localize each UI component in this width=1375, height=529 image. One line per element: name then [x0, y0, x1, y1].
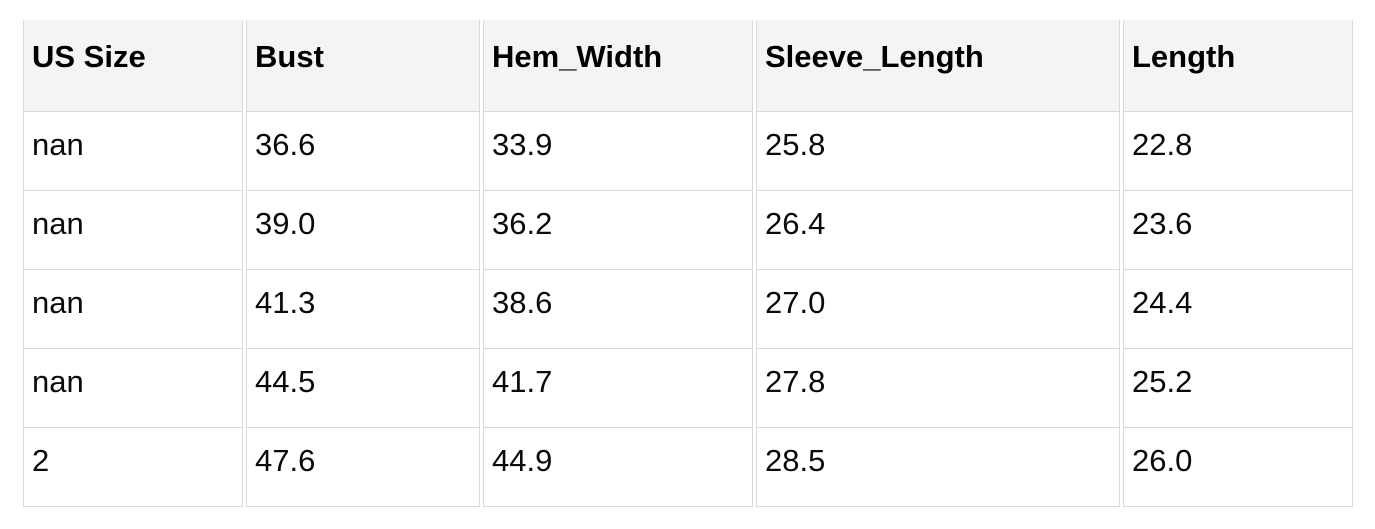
size-chart-table: US Size Bust Hem_Width Sleeve_Length Len… — [20, 20, 1356, 507]
table-cell: 2 — [23, 428, 243, 507]
table-row: nan 44.5 41.7 27.8 25.2 — [23, 349, 1353, 428]
table-cell: 36.6 — [246, 112, 480, 191]
table-cell: nan — [23, 112, 243, 191]
table-body: nan 36.6 33.9 25.8 22.8 nan 39.0 36.2 26… — [23, 112, 1353, 507]
table-row: nan 39.0 36.2 26.4 23.6 — [23, 191, 1353, 270]
table-cell: 41.3 — [246, 270, 480, 349]
table-cell: 27.8 — [756, 349, 1120, 428]
table-cell: 26.4 — [756, 191, 1120, 270]
table-header: US Size Bust Hem_Width Sleeve_Length Len… — [23, 20, 1353, 112]
column-header-sleeve-length: Sleeve_Length — [756, 20, 1120, 112]
column-header-bust: Bust — [246, 20, 480, 112]
table-cell: 26.0 — [1123, 428, 1353, 507]
table-cell: 23.6 — [1123, 191, 1353, 270]
table-cell: 25.8 — [756, 112, 1120, 191]
header-row: US Size Bust Hem_Width Sleeve_Length Len… — [23, 20, 1353, 112]
table-cell: 41.7 — [483, 349, 753, 428]
table-cell: 39.0 — [246, 191, 480, 270]
table-cell: 25.2 — [1123, 349, 1353, 428]
table-cell: 36.2 — [483, 191, 753, 270]
table-cell: 24.4 — [1123, 270, 1353, 349]
column-header-length: Length — [1123, 20, 1353, 112]
table-cell: 44.5 — [246, 349, 480, 428]
table-cell: nan — [23, 270, 243, 349]
table-cell: 44.9 — [483, 428, 753, 507]
table-cell: 38.6 — [483, 270, 753, 349]
table-cell: 22.8 — [1123, 112, 1353, 191]
table-row: nan 41.3 38.6 27.0 24.4 — [23, 270, 1353, 349]
table-cell: 28.5 — [756, 428, 1120, 507]
column-header-hem-width: Hem_Width — [483, 20, 753, 112]
table-row: 2 47.6 44.9 28.5 26.0 — [23, 428, 1353, 507]
table-cell: 27.0 — [756, 270, 1120, 349]
table-row: nan 36.6 33.9 25.8 22.8 — [23, 112, 1353, 191]
table-cell: nan — [23, 191, 243, 270]
table-cell: 33.9 — [483, 112, 753, 191]
column-header-us-size: US Size — [23, 20, 243, 112]
table-cell: nan — [23, 349, 243, 428]
table-cell: 47.6 — [246, 428, 480, 507]
